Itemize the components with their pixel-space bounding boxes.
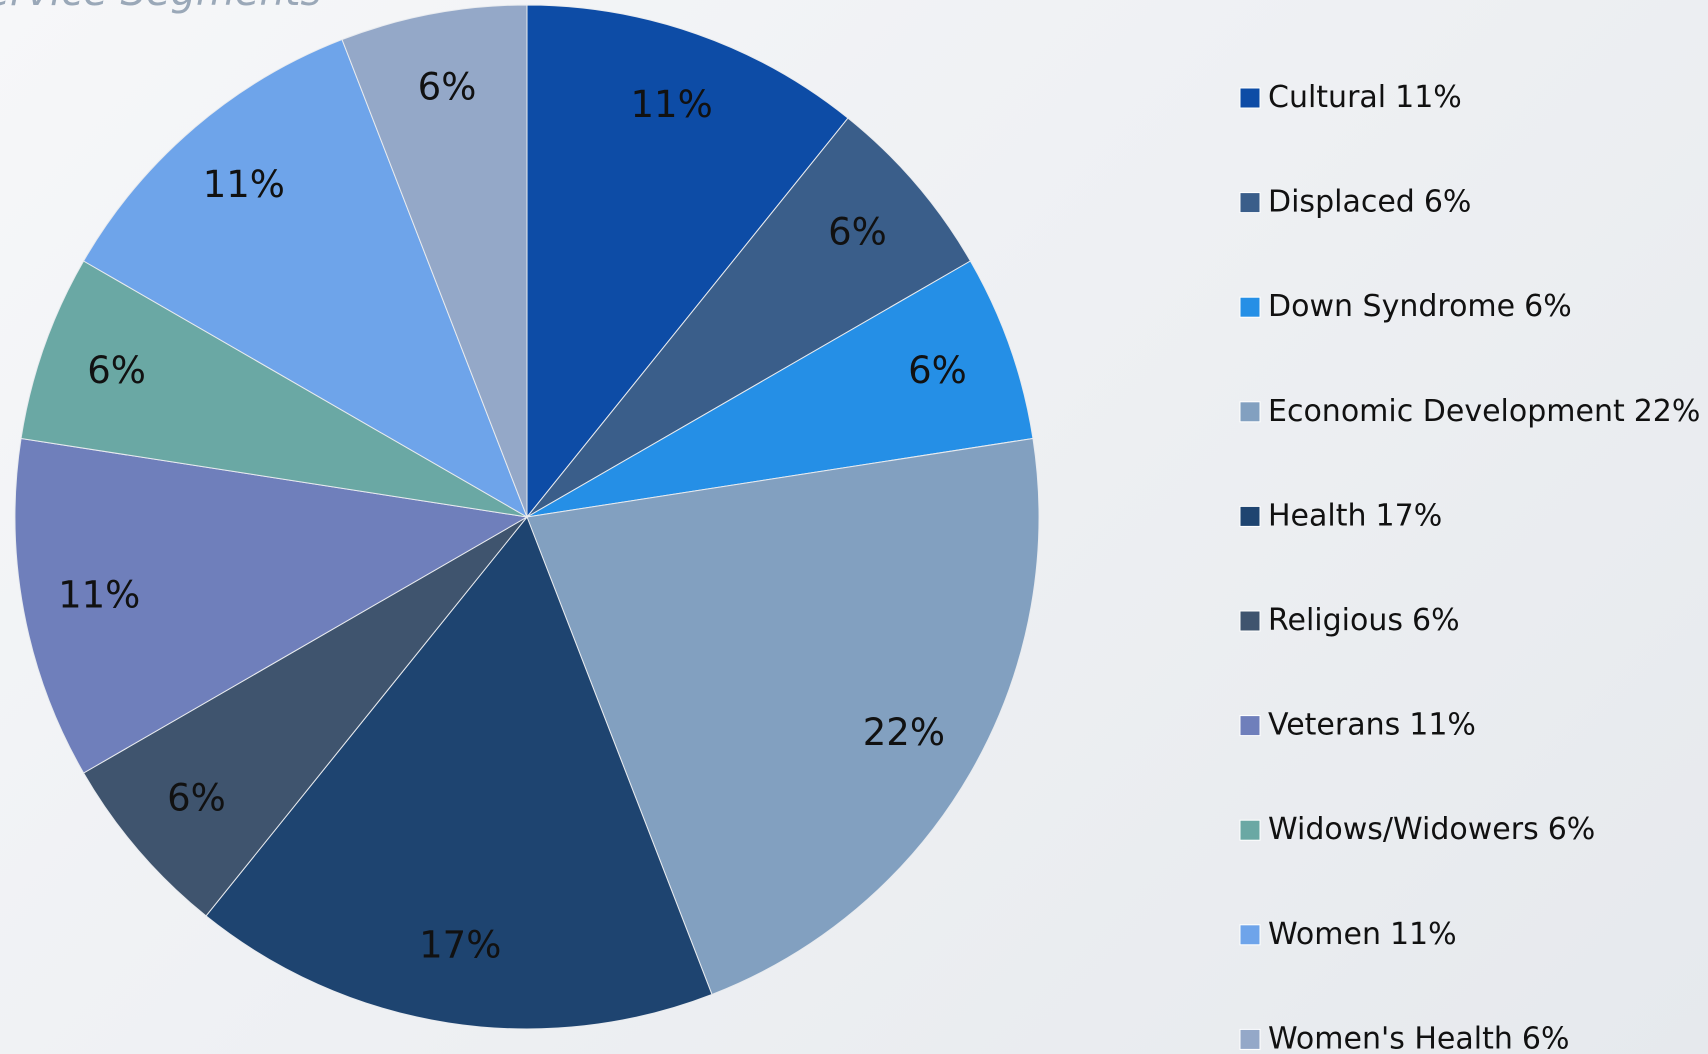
data-label: 6%	[167, 777, 226, 820]
data-label: 11%	[203, 163, 285, 206]
chart-title: Service Segments	[0, 0, 321, 15]
legend-swatch	[1239, 715, 1261, 737]
legend-swatch	[1239, 610, 1261, 632]
legend-name: Religious	[1268, 603, 1403, 638]
legend-swatch	[1239, 401, 1261, 423]
legend-label: Down Syndrome 6%	[1268, 289, 1572, 324]
legend-name: Women's Health	[1268, 1021, 1513, 1054]
legend-value: 17%	[1376, 498, 1443, 533]
legend-swatch	[1239, 924, 1261, 946]
legend-value: 6%	[1522, 1021, 1570, 1054]
legend-value: 6%	[1548, 812, 1596, 847]
legend-label: Women 11%	[1268, 916, 1457, 951]
legend-swatch	[1239, 296, 1261, 318]
legend-name: Widows/Widowers	[1268, 812, 1539, 847]
legend-label: Widows/Widowers 6%	[1268, 812, 1595, 847]
legend-label: Health 17%	[1268, 498, 1442, 533]
legend-value: 6%	[1412, 603, 1460, 638]
data-label: 6%	[418, 66, 477, 109]
legend-value: 11%	[1395, 80, 1462, 115]
legend-name: Economic Development	[1268, 393, 1625, 428]
legend-swatch	[1239, 819, 1261, 841]
pie-slice	[205, 516, 713, 1030]
legend-swatch	[1239, 1028, 1261, 1050]
data-label: 11%	[631, 83, 713, 126]
data-label: 6%	[828, 210, 887, 253]
data-label: 6%	[908, 349, 967, 392]
legend-value: 11%	[1409, 707, 1476, 742]
legend-value: 6%	[1524, 289, 1572, 324]
data-label: 6%	[87, 349, 146, 392]
legend-label: Displaced 6%	[1268, 184, 1471, 219]
pie-slice	[526, 117, 972, 518]
pie-slice	[526, 437, 1040, 996]
data-label: 17%	[419, 924, 501, 967]
legend-value: 6%	[1424, 184, 1472, 219]
pie-slice	[341, 4, 528, 518]
legend-swatch	[1239, 505, 1261, 527]
legend-label: Cultural 11%	[1268, 80, 1462, 115]
legend-swatch	[1239, 192, 1261, 214]
pie-slice	[526, 4, 849, 519]
pie-slice	[20, 260, 528, 518]
pie-slice	[82, 516, 528, 917]
legend-name: Health	[1268, 498, 1367, 533]
pie-slice	[82, 38, 528, 519]
legend-label: Veterans 11%	[1268, 707, 1476, 742]
data-label: 11%	[58, 573, 140, 616]
pie-slice	[526, 260, 1034, 518]
legend-name: Women	[1268, 916, 1381, 951]
legend-swatch	[1239, 87, 1261, 109]
legend-value: 22%	[1634, 393, 1701, 428]
legend-name: Cultural	[1268, 80, 1386, 115]
legend-name: Displaced	[1268, 184, 1415, 219]
legend-name: Down Syndrome	[1268, 289, 1515, 324]
legend-label: Religious 6%	[1268, 603, 1460, 638]
legend-label: Women's Health 6%	[1268, 1021, 1569, 1054]
data-label: 22%	[863, 711, 945, 754]
pie-slice	[14, 437, 529, 774]
legend-label: Economic Development 22%	[1268, 393, 1700, 428]
legend-value: 11%	[1390, 916, 1457, 951]
legend-name: Veterans	[1268, 707, 1400, 742]
